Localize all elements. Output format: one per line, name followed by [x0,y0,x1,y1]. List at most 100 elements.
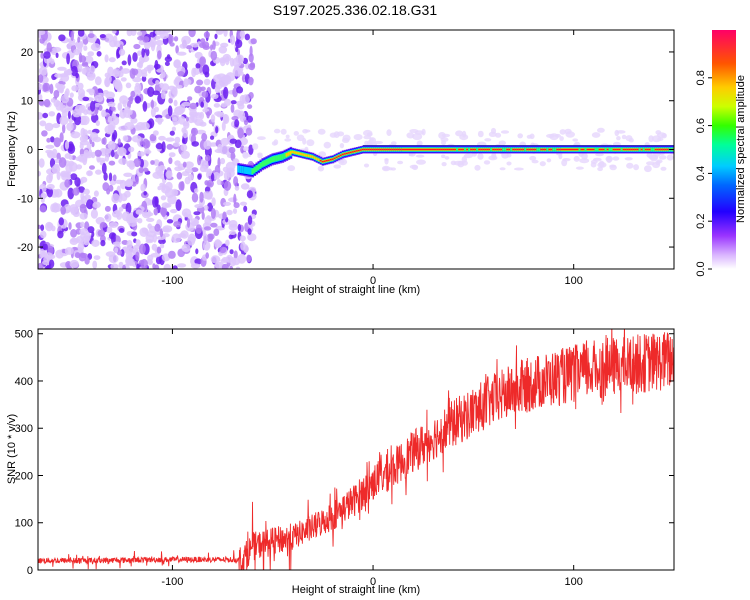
spectrogram-noise-blob [221,121,226,132]
spectrogram-noise-blob [81,62,89,67]
spectrogram-track-cell [408,148,411,151]
spectrogram-track-cell [275,155,279,161]
spectrogram-track-cell [564,148,568,151]
spectrogram-noise-blob [74,177,81,187]
spectrogram-noise-blob [69,162,78,172]
spectrogram-noise-blob [80,115,90,126]
spectrogram-noise-blob [302,137,307,145]
spectrogram-noise-blob [86,143,92,151]
colorbar-tick-label: 0.8 [695,70,707,85]
colorbar-tick-label: 0.6 [695,118,707,133]
spectrogram-noise-blob [169,130,175,136]
spectrogram-noise-blob [78,52,83,63]
spectrogram-noise-blob [66,122,74,131]
spectrogram-noise-blob [221,263,229,269]
spectrogram-noise-blob [59,115,69,126]
spectrogram-track-cell [652,147,656,152]
spectrogram-noise-blob [118,228,125,233]
spectrogram-noise-blob [200,101,204,108]
spectrogram-noise-blob [96,157,107,163]
spectrogram-noise-blob [191,167,199,173]
spectrogram-track-cell [291,150,295,154]
spectrogram-noise-blob [46,42,52,53]
spectrogram-noise-blob [154,106,159,113]
spectrogram-noise-blob [143,191,147,196]
spectrogram-noise-blob [412,133,423,141]
spectrogram-noise-blob [52,123,60,129]
spectrogram-track-cell [578,147,582,152]
spectrogram-noise-blob [70,131,81,139]
spectrogram-noise-blob [661,133,667,139]
spectrogram-track-cell [385,148,389,151]
spectrogram-noise-blob [123,172,133,177]
spectrogram-noise-blob [174,166,183,172]
spectrogram-noise-blob [64,179,71,188]
spectrogram-noise-blob [64,140,70,150]
spectrogram-noise-blob [363,163,370,168]
spectrogram-noise-blob [46,183,55,190]
spectrogram-noise-blob [133,158,141,168]
spectrogram-noise-blob [224,75,232,85]
spectrogram-track-cell [560,148,563,151]
spectrogram-noise-blob [134,96,142,104]
spectrogram-noise-blob [66,53,70,65]
spectrogram-noise-blob [99,34,106,39]
spectrogram-track-cell [570,148,574,151]
spectrogram-noise-blob [118,206,124,212]
spectrogram-noise-blob [237,103,245,110]
x-tick-label: -100 [161,275,183,287]
spectrogram-noise-blob [461,160,468,166]
spectrogram-noise-blob [55,100,62,111]
spectrogram-noise-blob [156,169,164,177]
spectrogram-noise-blob [149,133,157,142]
spectrogram-track-cell [404,148,407,151]
spectrogram-noise-blob [88,88,95,96]
spectrogram-noise-blob [150,99,154,109]
spectrogram-noise-blob [91,231,95,238]
spectrogram-track-cell [313,156,317,159]
spectrogram-noise-blob [110,263,119,269]
spectrogram-noise-blob [397,160,404,165]
spectrogram-track-cell [347,152,351,154]
spectrogram-noise-blob [273,139,279,146]
spectrogram-track-cell [371,148,375,151]
spectrogram-noise-blob [86,71,96,81]
spectrogram-noise-blob [120,68,131,74]
spectrogram-noise-blob [137,218,143,224]
snr-series-line [38,329,674,570]
spectrogram-noise-blob [203,140,212,150]
spectrogram-track-cell [237,165,240,173]
spectrogram-noise-blob [214,239,222,249]
spectrogram-noise-blob [223,30,228,37]
spectrogram-track-cell [432,148,435,151]
spectrogram-noise-blob [90,43,101,52]
spectrogram-noise-blob [228,223,239,231]
spectrogram-track-cell [269,157,273,163]
spectrogram-noise-blob [440,137,449,142]
spectrogram-track-cell [420,148,423,151]
spectrogram-track-cell [436,148,439,151]
spectrogram-track-cell [520,148,523,151]
spectrogram-track-cell [536,147,539,152]
spectrogram-noise-blob [104,125,115,135]
spectrogram-noise-blob [122,135,129,142]
spectrogram-track-cell [279,154,283,160]
spectrogram-noise-blob [151,243,158,251]
snr-frame [37,328,675,571]
spectrogram-noise-blob [64,247,74,255]
spectrogram-noise-blob [483,160,491,165]
spectrogram-noise-blob [200,38,206,44]
spectrogram-noise-blob [628,137,634,143]
spectrogram-noise-blob [237,223,242,232]
spectrogram-noise-blob [248,92,254,99]
spectrogram-noise-blob [128,161,135,170]
spectrogram-track-cell [596,147,600,152]
spectrogram-track-cell [297,152,301,155]
spectrogram-track-cell [412,148,415,151]
spectrogram-noise-blob [243,205,248,212]
spectrogram-track-cell [239,165,242,173]
spectrogram-noise-blob [135,82,140,87]
spectrogram-noise-blob [121,60,127,66]
spectrogram-noise-blob [173,36,179,42]
spectrogram-track-cell [257,164,261,170]
